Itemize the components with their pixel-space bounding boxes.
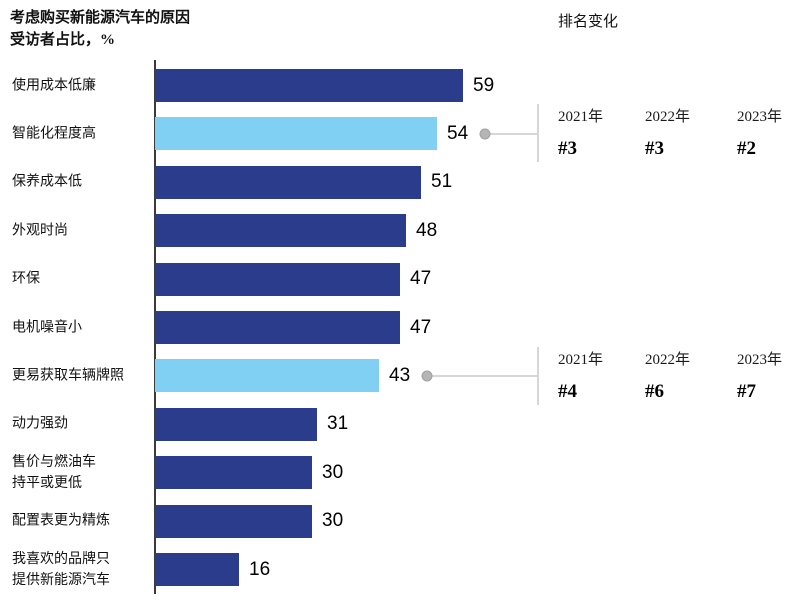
category-label: 售价与燃油车 持平或更低 [12,454,96,491]
ranking-annotation-1: 2021年 #3 2022年 #3 2023年 #2 [537,104,793,162]
bar [155,262,400,296]
bar [155,504,312,538]
category-label: 更易获取车辆牌照 [12,368,124,384]
bar-value-label: 16 [249,558,271,580]
bar-value-label: 47 [410,316,432,338]
bar [155,311,400,344]
ranking-rank-value: #3 [645,138,664,159]
category-label: 保养成本低 [12,174,82,190]
chart-header: 考虑购买新能源汽车的原因 受访者占比，% [10,8,190,52]
bar [155,214,406,248]
ranking-year-label: 2021年 [558,109,604,125]
annotation-bracket-line [537,104,539,162]
ranking-rank-value: #7 [737,381,756,402]
category-label: 电机噪音小 [12,320,82,335]
annotation-bracket-line [537,347,539,405]
callout-dot [479,128,491,140]
ranking-year-label: 2023年 [737,352,783,368]
callout-connector-line [427,374,537,377]
ranking-year-label: 2022年 [645,352,691,368]
category-label: 配置表更为精炼 [12,513,110,529]
bar [155,407,317,441]
bar-value-label: 47 [410,268,432,290]
category-label: 环保 [12,271,40,287]
category-label: 动力强劲 [12,416,68,432]
ranking-rank-value: #2 [737,138,756,159]
category-label: 智能化程度高 [12,126,96,142]
bar-value-label: 31 [327,413,349,435]
ranking-year-label: 2023年 [737,109,783,125]
ranking-rank-value: #6 [645,381,664,402]
category-label: 我喜欢的品牌只 提供新能源汽车 [12,551,110,588]
ranking-rank-value: #4 [558,381,577,402]
chart-title: 考虑购买新能源汽车的原因 [10,10,191,26]
chart-subtitle: 受访者占比，% [10,31,116,48]
bar-highlighted [155,359,379,393]
bar-value-label: 30 [322,510,344,532]
category-label: 外观时尚 [12,223,68,239]
bar-highlighted [155,117,437,151]
bar-value-label: 48 [416,219,438,241]
bar-value-label: 59 [473,74,495,96]
bar [155,165,421,199]
callout-connector-line [485,132,537,135]
ranking-year-label: 2022年 [645,109,691,125]
bar [155,456,312,490]
bar [155,553,239,586]
bar [155,69,463,102]
bar-value-label: 54 [447,122,469,144]
ranking-change-header: 排名变化 [558,14,619,30]
callout-dot [421,370,433,382]
bar-value-label: 30 [322,461,344,483]
ranking-rank-value: #3 [558,138,577,159]
ranking-year-label: 2021年 [558,352,604,368]
bar-value-label: 51 [431,171,453,193]
category-label: 使用成本低廉 [12,78,96,93]
ranking-annotation-2: 2021年 #4 2022年 #6 2023年 #7 [537,347,793,405]
bar-value-label: 43 [389,364,411,386]
